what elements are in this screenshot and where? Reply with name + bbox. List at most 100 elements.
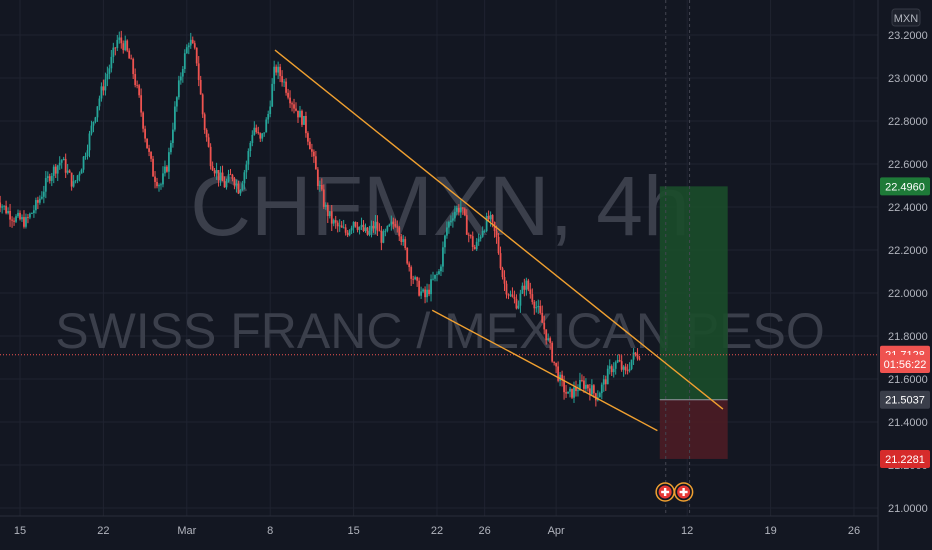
candle-body — [549, 338, 552, 343]
candle-body — [465, 215, 468, 235]
candle-body — [144, 128, 146, 139]
event-markers[interactable] — [655, 482, 694, 502]
swiss-flag-icon[interactable] — [655, 482, 675, 502]
candle-body — [84, 156, 87, 157]
candle-body — [164, 166, 166, 174]
price-tag: 21.5037 — [880, 390, 930, 409]
candle-body — [463, 208, 466, 216]
candle-body — [630, 359, 633, 369]
candle-body — [66, 170, 69, 173]
candle-body — [275, 66, 278, 73]
candle-body — [561, 374, 563, 381]
time-tick-label: 26 — [848, 525, 860, 537]
candle-body — [136, 85, 139, 86]
candle-body — [509, 294, 512, 296]
candle-body — [531, 294, 534, 302]
price-tag-label: 22.4960 — [885, 181, 925, 193]
candle-body — [600, 384, 603, 394]
trend-line[interactable] — [431, 309, 658, 432]
candle-body — [189, 39, 192, 46]
candle-body — [320, 185, 323, 190]
time-axis[interactable]: 15 22 Mar 8 15 22 26 Apr 12 19 26 — [14, 525, 860, 537]
candle-body — [130, 58, 133, 60]
candle-body — [241, 183, 244, 191]
candle-body — [160, 184, 162, 186]
candle-body — [616, 360, 619, 363]
candle-body — [102, 86, 105, 91]
candle-body — [632, 352, 635, 360]
candle-body — [638, 358, 641, 360]
candle-body — [579, 380, 581, 391]
position-loss-zone[interactable] — [659, 399, 728, 459]
candle-body — [179, 76, 182, 81]
candle-body — [573, 387, 575, 398]
candle-body — [255, 127, 258, 133]
candle-body — [618, 360, 621, 362]
candle-body — [372, 225, 375, 229]
trend-lines[interactable] — [274, 49, 724, 432]
candle-body — [293, 104, 295, 109]
candle-body — [309, 141, 311, 150]
candle-body — [479, 236, 482, 239]
chart-grid — [0, 0, 878, 516]
candle-body — [414, 277, 417, 280]
currency-label: MXN — [894, 13, 919, 25]
candle-body — [104, 79, 107, 91]
candle-body — [588, 388, 591, 395]
candle-body — [221, 172, 224, 182]
candle-body — [559, 374, 562, 381]
candle-body — [44, 178, 47, 192]
candle-body — [249, 142, 252, 152]
candle-body — [110, 56, 113, 69]
candles — [0, 30, 878, 407]
candle-body — [420, 291, 423, 296]
candle-body — [598, 393, 601, 398]
candle-body — [285, 81, 287, 93]
price-axis[interactable]: 23.2000 23.0000 22.8000 22.6000 22.4000 22.20… — [888, 30, 928, 515]
candle-body — [177, 80, 180, 98]
candle-body — [0, 202, 2, 208]
candle-body — [430, 279, 432, 295]
candle-body — [183, 53, 186, 69]
candle-body — [213, 170, 216, 174]
candle-body — [340, 225, 343, 228]
candle-body — [410, 267, 413, 279]
candle-body — [277, 66, 280, 73]
candle-body — [336, 222, 339, 227]
candle-body — [295, 108, 297, 111]
candle-body — [267, 113, 270, 120]
candle-body — [571, 388, 573, 398]
candle-body — [168, 152, 170, 172]
price-tick-label: 21.4000 — [888, 417, 928, 429]
candle-body — [519, 293, 522, 306]
candle-body — [90, 125, 93, 134]
candle-body — [310, 149, 313, 152]
candle-body — [316, 169, 319, 186]
candle-body — [517, 305, 520, 309]
position-tool[interactable] — [659, 0, 728, 516]
candle-body — [283, 81, 285, 83]
candle-body — [451, 218, 454, 221]
candle-body — [634, 352, 637, 355]
candle-body — [100, 86, 103, 99]
candle-body — [497, 236, 500, 254]
candle-body — [92, 121, 95, 126]
swiss-flag-icon[interactable] — [673, 482, 694, 502]
candle-body — [7, 210, 9, 214]
trend-line[interactable] — [274, 49, 724, 410]
position-profit-zone[interactable] — [659, 186, 728, 400]
candle-body — [34, 200, 37, 211]
candle-body — [96, 106, 99, 118]
price-tick-label: 22.4000 — [888, 202, 928, 214]
candle-body — [191, 39, 194, 44]
candle-body — [368, 230, 371, 235]
candle-body — [98, 98, 101, 107]
candle-body — [229, 174, 232, 176]
candle-body — [590, 385, 593, 395]
candle-body — [489, 215, 492, 220]
price-tick-label: 22.2000 — [888, 245, 928, 257]
price-tick-label: 21.0000 — [888, 503, 928, 515]
candle-body — [328, 211, 331, 217]
